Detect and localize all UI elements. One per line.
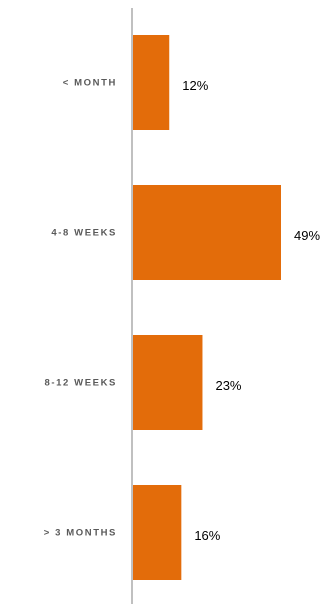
category-labels-group: < MONTH 4-8 WEEKS 8-12 WEEKS > 3 MONTHS <box>44 78 117 539</box>
bar-4-8-weeks <box>133 185 281 280</box>
bar-month <box>133 35 169 130</box>
bar-8-12-weeks <box>133 335 202 430</box>
value-label-3-months: 16% <box>194 528 220 543</box>
bars-group <box>133 35 281 580</box>
category-label-month: < MONTH <box>63 78 117 89</box>
value-labels-group: 12% 49% 23% 16% <box>182 78 320 543</box>
category-label-3-months: > 3 MONTHS <box>44 528 117 539</box>
category-label-8-12-weeks: 8-12 WEEKS <box>45 378 118 389</box>
bar-3-months <box>133 485 181 580</box>
value-label-4-8-weeks: 49% <box>294 228 320 243</box>
value-label-8-12-weeks: 23% <box>215 378 241 393</box>
value-label-month: 12% <box>182 78 208 93</box>
category-label-4-8-weeks: 4-8 WEEKS <box>51 228 117 239</box>
